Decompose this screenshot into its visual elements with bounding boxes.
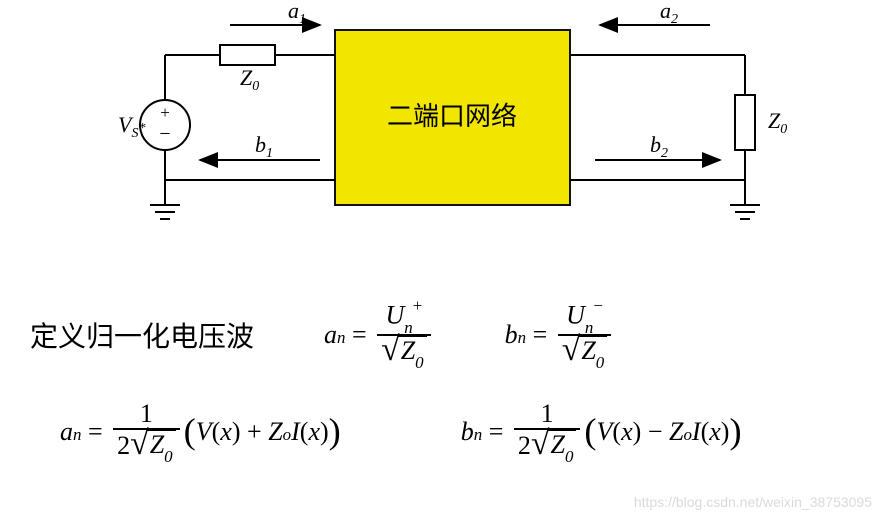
- ground-right-icon: [730, 205, 760, 219]
- b1-label: b1: [255, 132, 273, 161]
- two-port-label: 二端口网络: [387, 102, 517, 131]
- formula-region: 定义归一化电压波 an = Un+ √Z0 bn = Un− √Z0 an =: [0, 290, 882, 474]
- ground-left-icon: [150, 205, 180, 219]
- formula-an-simple: an = Un+ √Z0: [324, 300, 435, 370]
- definition-text: 定义归一化电压波: [30, 315, 254, 355]
- svg-text:−: −: [159, 123, 170, 145]
- formula-bn-full: bn = 1 2√Z0 ( V(x) − Zo I(x) ): [461, 400, 742, 464]
- z0-left: [220, 45, 275, 65]
- z0-right-label: Z0: [768, 108, 787, 137]
- z0-right: [735, 95, 755, 150]
- watermark: https://blog.csdn.net/weixin_38753095: [634, 494, 872, 510]
- circuit-diagram: 二端口网络 + − a1 a2 b1 b2 Z0 Z0 VS*: [0, 0, 882, 290]
- b2-label: b2: [650, 132, 668, 161]
- formula-bn-simple: bn = Un− √Z0: [505, 300, 616, 370]
- formula-an-full: an = 1 2√Z0 ( V(x) + Zo I(x) ): [60, 400, 341, 464]
- a1-label: a1: [288, 0, 306, 27]
- a2-label: a2: [660, 0, 678, 27]
- svg-text:+: +: [160, 103, 170, 122]
- z0-left-label: Z0: [240, 65, 259, 94]
